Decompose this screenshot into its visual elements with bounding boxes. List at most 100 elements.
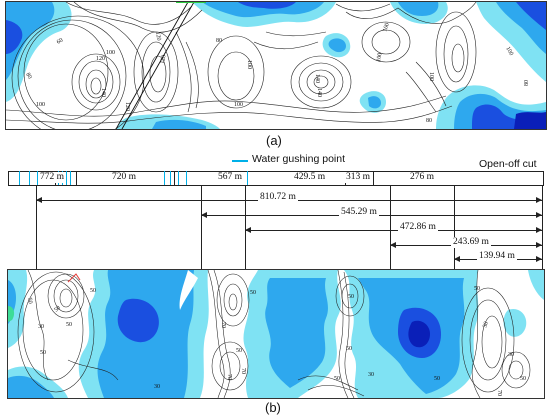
- distance-label: 472.86 m: [398, 222, 438, 233]
- contour-value-label: 50: [474, 286, 480, 292]
- water-gushing-point: [37, 171, 38, 185]
- distance-label: 545.29 m: [339, 207, 379, 218]
- contour-map-a: 120 100 100 120 140 80 100 60 80 100 120 140 100 100 1…: [5, 1, 547, 130]
- marker-b: [67, 273, 81, 283]
- contour-value-label: 100: [36, 102, 45, 108]
- contour-value-label: 50: [520, 376, 526, 382]
- arrow-right-icon: [536, 197, 542, 203]
- water-gushing-point: [66, 171, 67, 185]
- segment-label: 313 m: [345, 172, 372, 183]
- water-gushing-point: [70, 171, 71, 185]
- distance-label: 243.69 m: [451, 237, 491, 248]
- distance-label: 139.94 m: [477, 251, 517, 262]
- contour-value-label: 100: [106, 50, 115, 56]
- roadway-lines-a: [115, 2, 195, 129]
- contour-value-label: 120: [96, 56, 105, 62]
- arrow-right-icon: [536, 256, 542, 262]
- contour-value-label: 50: [334, 376, 340, 382]
- contour-value-label: 80: [216, 38, 222, 44]
- contour-map-b: 50 50 50 30 50 50 50 50 70 50 50 70 50 50 50 30 50 30 70 50…: [7, 269, 545, 399]
- contour-lines-a: [6, 2, 477, 129]
- distance-extension-line: [36, 186, 37, 270]
- contour-value-label: 140: [314, 74, 320, 83]
- arrow-left-icon: [390, 242, 396, 248]
- contour-value-label: 140: [100, 88, 106, 97]
- contour-value-label: 70: [220, 322, 226, 328]
- contour-value-label: 80: [24, 72, 32, 80]
- contour-value-label: 70: [496, 390, 502, 396]
- contour-value-label: 120: [124, 102, 130, 111]
- contour-value-label: 50: [482, 321, 490, 329]
- contour-value-label: 100: [234, 102, 243, 108]
- contour-value-label: 100: [382, 22, 391, 33]
- contour-value-label: 100: [246, 60, 252, 69]
- contour-value-label: 50: [90, 288, 96, 294]
- segment-label: 567 m: [217, 172, 244, 183]
- contour-value-label: 50: [236, 348, 242, 354]
- arrow-right-icon: [536, 227, 542, 233]
- distance-line: [245, 230, 542, 231]
- arrow-left-icon: [454, 256, 460, 262]
- water-gushing-point: [19, 171, 20, 185]
- contour-value-label: 30: [154, 384, 160, 390]
- contour-value-label: 50: [26, 297, 33, 304]
- contour-value-label: 80: [426, 118, 432, 124]
- contour-value-label: 50: [66, 322, 72, 328]
- distance-label: 810.72 m: [258, 192, 298, 203]
- contour-labels-b: 50 50 50 30 50 50 50 50 70 50 50 70 50 50 50 30 50 30 70 50…: [26, 286, 526, 396]
- open-off-cut-label: Open-off cut: [479, 158, 537, 170]
- contour-value-label: 50: [40, 350, 46, 356]
- segment-label: 720 m: [111, 172, 138, 183]
- segment-label: 429.5 m: [293, 172, 327, 183]
- arrow-left-icon: [201, 212, 207, 218]
- contour-lines-b: [17, 270, 531, 398]
- water-gushing-point: [29, 171, 30, 185]
- arrow-right-icon: [536, 212, 542, 218]
- water-gushing-legend-line: [232, 160, 248, 162]
- contour-value-label: 100: [428, 72, 434, 81]
- distance-extension-line: [542, 186, 543, 270]
- bar-divider: [174, 171, 175, 186]
- blue-zones-a: [6, 2, 546, 129]
- contour-value-label: 50: [348, 294, 354, 300]
- contour-value-label: 30: [368, 372, 374, 378]
- contour-value-label: 30: [38, 324, 44, 330]
- arrow-right-icon: [536, 242, 542, 248]
- distance-extension-line: [201, 186, 202, 270]
- contour-value-label: 50: [250, 290, 256, 296]
- contour-value-label: 70: [240, 368, 246, 374]
- contour-value-label: 50: [434, 376, 440, 382]
- arrow-left-icon: [36, 197, 42, 203]
- water-gushing-point: [186, 171, 187, 185]
- contour-value-label: 80: [524, 80, 530, 86]
- contour-value-label: 120: [154, 31, 161, 41]
- contour-value-label: 100: [376, 52, 383, 62]
- bar-divider: [76, 171, 77, 186]
- blue-zones-b: [8, 270, 544, 398]
- caption-a: (a): [266, 133, 282, 148]
- distance-extension-line: [390, 186, 391, 270]
- bar-divider: [373, 171, 374, 186]
- contour-value-label: 60: [56, 38, 64, 46]
- contour-value-label: 50: [53, 305, 61, 313]
- segment-label: 772 m: [39, 172, 66, 183]
- water-gushing-point: [247, 171, 248, 185]
- contour-value-label: 30: [508, 352, 514, 358]
- segment-label: 276 m: [409, 172, 436, 183]
- water-gushing-point: [178, 171, 179, 185]
- working-face-bar: [8, 171, 544, 186]
- distance-extension-line: [454, 186, 455, 270]
- caption-b: (b): [265, 400, 281, 415]
- contour-value-label: 70: [226, 374, 232, 380]
- water-gushing-point: [164, 171, 165, 185]
- contour-value-label: 100: [504, 46, 514, 57]
- arrow-left-icon: [245, 227, 251, 233]
- water-gushing-point: [170, 171, 171, 185]
- contour-map-b-svg: 50 50 50 30 50 50 50 50 70 50 50 70 50 50 50 30 50 30 70 50…: [8, 270, 544, 398]
- contour-value-label: 50: [346, 346, 352, 352]
- contour-value-label: 120: [160, 54, 167, 64]
- water-gushing-legend-label: Water gushing point: [252, 153, 345, 165]
- contour-value-label: 140: [316, 88, 322, 97]
